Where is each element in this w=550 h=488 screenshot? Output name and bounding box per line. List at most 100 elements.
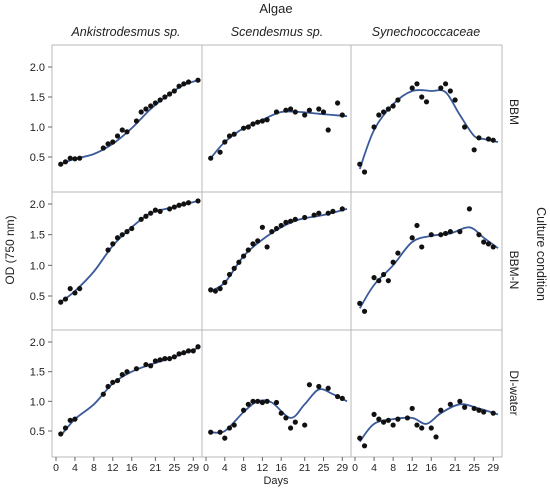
data-point: [212, 288, 218, 294]
x-tick-label: 16: [425, 462, 437, 474]
data-point: [269, 229, 275, 235]
data-point: [409, 235, 415, 241]
data-point: [181, 201, 187, 207]
column-title-synechococcaceae: Synechococcaceae: [372, 25, 480, 39]
data-point: [58, 299, 64, 305]
data-point: [162, 356, 168, 362]
data-point: [330, 208, 336, 214]
data-point: [250, 241, 256, 247]
data-point: [217, 429, 223, 435]
data-point: [255, 398, 261, 404]
data-point: [67, 417, 73, 423]
data-point: [162, 94, 168, 100]
data-point: [288, 106, 294, 112]
data-point: [395, 97, 401, 103]
data-point: [414, 222, 420, 229]
data-point: [143, 213, 149, 219]
data-point: [157, 357, 163, 363]
data-point: [357, 435, 363, 441]
data-point: [185, 79, 192, 85]
data-point: [119, 372, 125, 378]
data-point: [462, 404, 468, 410]
data-point: [110, 139, 116, 145]
data-point: [185, 348, 192, 354]
x-tick-label: 29: [187, 462, 199, 474]
data-point: [264, 398, 270, 404]
data-point: [409, 85, 415, 91]
data-point: [485, 241, 492, 247]
data-point: [190, 348, 196, 354]
data-point: [476, 407, 482, 413]
data-point: [273, 399, 280, 406]
data-point: [250, 121, 256, 127]
data-point: [385, 278, 391, 284]
data-point: [259, 118, 265, 124]
data-point: [442, 230, 449, 237]
data-point: [462, 124, 468, 130]
y-tick-label: 0.5: [30, 152, 45, 164]
data-point: [67, 286, 73, 292]
data-point: [339, 112, 345, 118]
data-point: [316, 383, 322, 390]
x-tick-label: 21: [150, 462, 162, 474]
y-tick-label: 1.5: [30, 92, 45, 104]
data-point: [100, 145, 106, 151]
data-point: [433, 434, 439, 440]
x-tick-label: 0: [203, 462, 209, 474]
data-point: [195, 198, 201, 204]
data-point: [428, 425, 434, 431]
data-point: [167, 91, 173, 97]
x-tick-label: 12: [107, 462, 119, 474]
data-point: [325, 127, 331, 133]
data-point: [292, 419, 298, 425]
panel-frame: [51, 191, 203, 331]
data-point: [217, 149, 223, 155]
data-point: [278, 410, 284, 416]
data-point: [339, 395, 345, 401]
data-point: [226, 133, 233, 139]
data-point: [457, 398, 463, 404]
right-axis-title: Culture condition: [534, 207, 548, 301]
data-point: [133, 118, 140, 124]
data-point: [361, 169, 368, 175]
data-point: [124, 369, 130, 375]
data-point: [371, 275, 377, 281]
data-point: [236, 259, 242, 265]
data-point: [124, 129, 130, 135]
data-point: [176, 351, 182, 357]
data-point: [414, 81, 420, 87]
x-tick-label: 25: [468, 462, 480, 474]
data-point: [452, 97, 458, 103]
data-point: [320, 109, 327, 115]
x-tick-label: 4: [72, 462, 78, 474]
panel-frame: [201, 44, 352, 193]
panel-frame: [350, 191, 503, 331]
data-point: [72, 156, 78, 162]
data-point: [264, 244, 270, 250]
y-tick-label: 1.0: [30, 122, 45, 134]
data-point: [481, 239, 487, 245]
data-point: [442, 81, 449, 87]
data-point: [357, 161, 363, 167]
data-point: [306, 107, 312, 113]
data-point: [133, 366, 140, 372]
data-point: [148, 363, 154, 369]
data-point: [119, 232, 125, 238]
data-point: [385, 417, 391, 423]
data-point: [381, 419, 387, 425]
data-point: [226, 271, 233, 278]
data-point: [195, 344, 201, 350]
data-point: [302, 112, 308, 118]
data-point: [357, 300, 363, 306]
data-point: [58, 431, 64, 437]
panel-frame: [51, 329, 203, 458]
data-point: [259, 399, 265, 406]
data-point: [208, 287, 214, 293]
data-point: [217, 286, 223, 292]
data-point: [283, 219, 289, 225]
x-tick-label: 29: [487, 462, 499, 474]
data-point: [171, 88, 177, 94]
data-point: [385, 106, 391, 112]
panel-frame: [51, 44, 203, 193]
y-tick-label: 1.0: [30, 396, 45, 408]
